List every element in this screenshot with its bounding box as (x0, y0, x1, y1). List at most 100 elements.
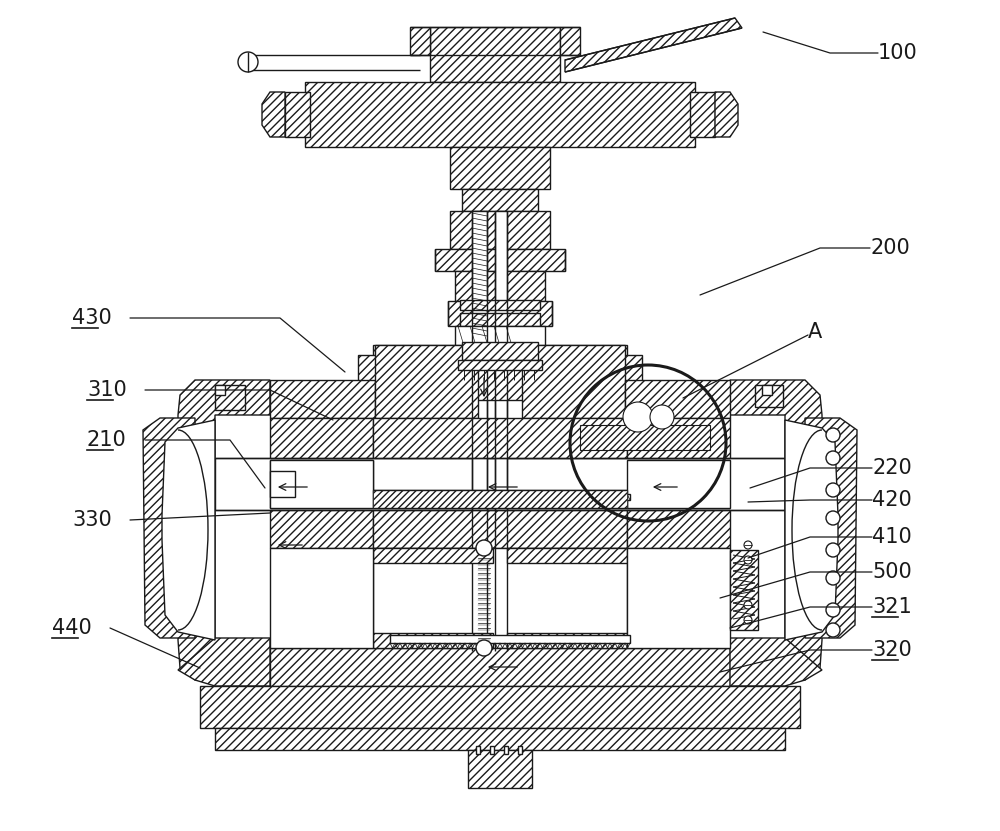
Bar (410, 27, 430, 55)
Text: 420: 420 (872, 490, 912, 510)
Bar (458, 360, 542, 370)
Text: 321: 321 (872, 597, 912, 617)
Bar (462, 342, 538, 360)
Circle shape (826, 451, 840, 465)
Text: 430: 430 (72, 308, 112, 328)
Circle shape (744, 601, 752, 609)
Bar (507, 633, 627, 648)
Bar (373, 490, 627, 508)
Bar (468, 750, 532, 788)
Text: 220: 220 (872, 458, 912, 478)
Bar (495, 211, 507, 651)
Polygon shape (785, 420, 838, 640)
Bar (504, 746, 508, 754)
Polygon shape (715, 92, 738, 137)
Bar (270, 648, 730, 686)
Bar (435, 249, 565, 271)
Bar (518, 746, 522, 754)
Bar (460, 300, 540, 310)
Polygon shape (262, 92, 285, 137)
Polygon shape (730, 380, 822, 680)
Circle shape (826, 511, 840, 525)
Bar (270, 548, 373, 648)
Bar (373, 510, 627, 548)
Bar (375, 345, 478, 418)
Bar (472, 211, 487, 651)
Bar (270, 471, 295, 497)
Text: 310: 310 (87, 380, 127, 400)
Text: 500: 500 (872, 562, 912, 582)
Circle shape (826, 428, 840, 442)
Circle shape (476, 640, 492, 656)
Polygon shape (565, 18, 742, 72)
Bar (373, 345, 627, 400)
Bar (755, 385, 783, 407)
Polygon shape (162, 420, 215, 640)
Circle shape (826, 603, 840, 617)
Bar (460, 313, 540, 326)
Bar (373, 548, 627, 648)
Text: 440: 440 (52, 618, 92, 638)
Circle shape (826, 623, 840, 637)
Text: 200: 200 (870, 238, 910, 258)
Bar (507, 548, 627, 563)
Circle shape (238, 52, 258, 72)
Bar (730, 550, 758, 630)
Bar (580, 425, 710, 450)
Bar (490, 746, 494, 754)
Polygon shape (805, 418, 857, 638)
Circle shape (623, 402, 653, 432)
Bar (627, 418, 730, 458)
Bar (358, 355, 376, 390)
Polygon shape (143, 418, 195, 638)
Text: 210: 210 (87, 430, 127, 450)
Circle shape (744, 556, 752, 564)
Bar (476, 746, 480, 754)
Bar (200, 686, 800, 728)
Bar (285, 92, 310, 137)
Bar (215, 385, 245, 410)
Bar (455, 326, 545, 346)
Bar (373, 490, 627, 508)
Circle shape (826, 483, 840, 497)
Bar (270, 380, 375, 418)
Polygon shape (178, 380, 270, 680)
Text: A: A (808, 322, 822, 342)
Bar (762, 385, 772, 395)
Bar (373, 418, 627, 458)
Bar (690, 92, 715, 137)
Bar (215, 458, 785, 510)
Bar (455, 271, 545, 301)
Circle shape (744, 616, 752, 624)
Polygon shape (178, 638, 270, 686)
Text: 410: 410 (872, 527, 912, 547)
Bar (215, 728, 785, 750)
Bar (270, 418, 373, 458)
Bar (625, 380, 730, 418)
Bar (627, 460, 730, 508)
Bar (390, 494, 630, 500)
Circle shape (826, 571, 840, 585)
Bar (373, 633, 493, 648)
Polygon shape (730, 638, 822, 686)
Bar (305, 82, 695, 147)
Bar (430, 27, 560, 82)
Bar (373, 548, 493, 563)
Circle shape (476, 540, 492, 556)
Bar (390, 635, 630, 643)
Bar (624, 355, 642, 390)
Bar (627, 510, 730, 548)
Text: 100: 100 (878, 43, 918, 63)
Bar (270, 460, 373, 508)
Text: 330: 330 (72, 510, 112, 530)
Circle shape (650, 405, 674, 429)
Bar (627, 548, 730, 648)
Bar (450, 147, 550, 189)
Text: 320: 320 (872, 640, 912, 660)
Bar (448, 301, 552, 326)
Circle shape (826, 543, 840, 557)
Bar (270, 510, 373, 548)
Bar (462, 189, 538, 211)
Circle shape (744, 541, 752, 549)
Bar (450, 211, 550, 249)
